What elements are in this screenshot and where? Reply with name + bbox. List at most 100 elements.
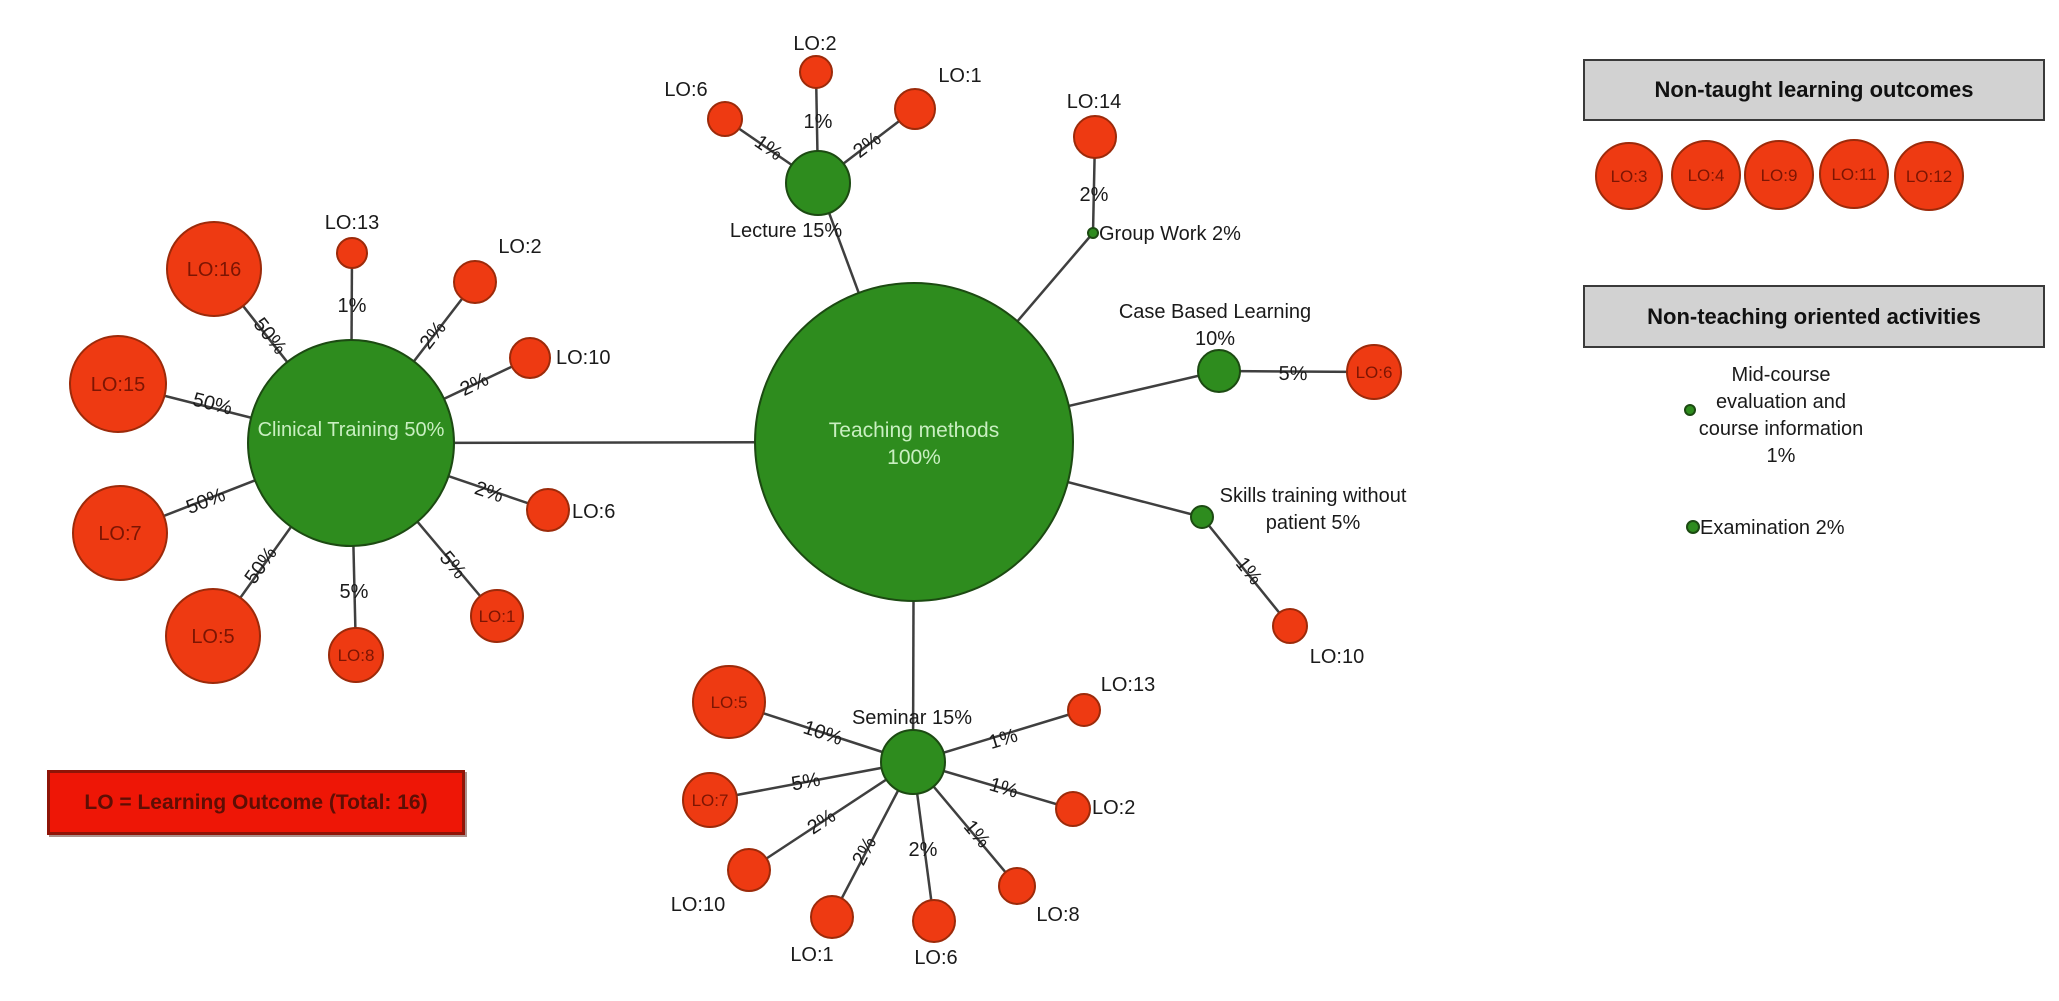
edge-seminar-sem-lo7 — [709, 760, 914, 802]
edge-label-clinical-ct-lo15: 50% — [190, 389, 234, 420]
edge-label-lecture-lec-lo1: 2% — [849, 128, 885, 163]
node-cbl — [1197, 349, 1241, 393]
lo-key-label: LO = Learning Outcome (Total: 16) — [84, 790, 428, 814]
node-sem-lo10 — [727, 848, 771, 892]
node-label-sem-lo5: LO:5 — [711, 693, 748, 712]
node-sem-lo7 — [682, 772, 738, 828]
node-ct-lo2 — [453, 260, 497, 304]
node-label-lec-lo6: LO:6 — [664, 79, 707, 101]
node-label-sem-lo2: LO:2 — [1092, 797, 1135, 819]
node-label-midcourse-line3: course information — [1699, 418, 1864, 440]
node-label-ct-lo7: LO:7 — [98, 523, 141, 545]
node-label-sem-lo1: LO:1 — [790, 944, 833, 966]
edge-label-lecture-lec-lo2: 1% — [804, 111, 833, 133]
node-label-lg-lo12: LO:12 — [1906, 167, 1952, 186]
node-midcourse — [1684, 404, 1696, 416]
lo-key-box: LO = Learning Outcome (Total: 16) — [47, 770, 465, 835]
node-label-gw-lo14: LO:14 — [1067, 91, 1121, 113]
node-ct-lo8 — [328, 627, 384, 683]
node-sem-lo2 — [1055, 791, 1091, 827]
node-lec-lo6 — [707, 101, 743, 137]
node-label-lec-lo1: LO:1 — [938, 65, 981, 87]
node-label-cbl-line1: Case Based Learning — [1119, 301, 1311, 323]
node-label-lec-lo2: LO:2 — [793, 33, 836, 55]
node-label-lecture: Lecture 15% — [730, 220, 843, 242]
node-label-teaching-line1: Teaching methods — [829, 419, 999, 442]
node-sem-lo5 — [692, 665, 766, 739]
node-clinical — [247, 339, 455, 547]
edge-label-clinical-ct-lo6: 2% — [472, 477, 507, 507]
node-groupwork — [1087, 227, 1099, 239]
node-label-midcourse-line4: 1% — [1767, 445, 1796, 467]
edge-label-seminar-sem-lo2: 1% — [987, 774, 1021, 803]
node-ct-lo1 — [470, 589, 524, 643]
edge-label-seminar-sem-lo6: 2% — [909, 839, 938, 861]
edge-skills-sk-lo10 — [1201, 516, 1291, 627]
node-lecture — [785, 150, 851, 216]
node-lg-lo12 — [1894, 141, 1964, 211]
node-exam — [1686, 520, 1700, 534]
node-label-sem-lo13: LO:13 — [1101, 674, 1155, 696]
edge-label-cbl-cbl-lo6: 5% — [1279, 363, 1308, 385]
node-label-ct-lo6: LO:6 — [572, 501, 615, 523]
node-lg-lo3 — [1595, 142, 1663, 210]
node-label-clinical: Clinical Training 50% — [258, 419, 445, 441]
node-label-exam: Examination 2% — [1700, 517, 1845, 539]
node-label-ct-lo13: LO:13 — [325, 212, 379, 234]
node-ct-lo5 — [165, 588, 261, 684]
node-label-ct-lo2: LO:2 — [498, 236, 541, 258]
node-label-lg-lo3: LO:3 — [1611, 167, 1648, 186]
edge-label-seminar-sem-lo1: 2% — [848, 833, 881, 869]
node-skills — [1190, 505, 1214, 529]
node-lec-lo1 — [894, 88, 936, 130]
node-ct-lo15 — [69, 335, 167, 433]
node-label-sem-lo7: LO:7 — [692, 791, 729, 810]
node-ct-lo16 — [166, 221, 262, 317]
node-ct-lo13 — [336, 237, 368, 269]
node-label-ct-lo15: LO:15 — [91, 374, 145, 396]
node-label-lg-lo9: LO:9 — [1761, 166, 1798, 185]
edge-label-seminar-sem-lo7: 5% — [790, 769, 823, 796]
edge-label-clinical-ct-lo10: 2% — [457, 368, 493, 400]
edge-label-clinical-ct-lo13: 1% — [338, 295, 367, 317]
node-label-lg-lo4: LO:4 — [1688, 166, 1725, 185]
node-label-sem-lo10: LO:10 — [671, 894, 725, 916]
node-label-sem-lo8: LO:8 — [1036, 904, 1079, 926]
node-sk-lo10 — [1272, 608, 1308, 644]
node-label-cbl-line2: 10% — [1195, 328, 1235, 350]
edge-label-groupwork-gw-lo14: 2% — [1080, 184, 1109, 206]
edge-label-clinical-ct-lo8: 5% — [340, 581, 369, 603]
node-gw-lo14 — [1073, 115, 1117, 159]
node-label-sem-lo6: LO:6 — [914, 947, 957, 969]
node-ct-lo7 — [72, 485, 168, 581]
node-label-ct-lo16: LO:16 — [187, 259, 241, 281]
node-lg-lo4 — [1671, 140, 1741, 210]
node-teaching — [754, 282, 1074, 602]
node-label-midcourse-line2: evaluation and — [1716, 391, 1846, 413]
edge-label-lecture-lec-lo6: 1% — [750, 131, 786, 166]
legend-non-taught-box: Non-taught learning outcomes — [1583, 59, 2045, 121]
node-ct-lo6 — [526, 488, 570, 532]
legend-non-teaching-box: Non-teaching oriented activities — [1583, 285, 2045, 348]
node-label-lg-lo11: LO:11 — [1831, 165, 1876, 184]
node-lg-lo11 — [1819, 139, 1889, 209]
node-label-ct-lo1: LO:1 — [479, 607, 516, 626]
node-label-ct-lo5: LO:5 — [191, 626, 234, 648]
node-label-teaching-line2: 100% — [887, 446, 941, 469]
node-seminar — [880, 729, 946, 795]
edge-label-seminar-sem-lo10: 2% — [804, 805, 840, 839]
node-lec-lo2 — [799, 55, 833, 89]
node-label-seminar: Seminar 15% — [852, 707, 972, 729]
node-sem-lo8 — [998, 867, 1036, 905]
node-sem-lo1 — [810, 895, 854, 939]
edge-label-clinical-ct-lo7: 50% — [183, 484, 228, 519]
node-cbl-lo6 — [1346, 344, 1402, 400]
node-label-groupwork: Group Work 2% — [1099, 223, 1241, 245]
edge-label-seminar-sem-lo13: 1% — [986, 724, 1020, 754]
node-sem-lo6 — [912, 899, 956, 943]
node-sem-lo13 — [1067, 693, 1101, 727]
legend-non-taught-title: Non-taught learning outcomes — [1654, 77, 1974, 102]
node-label-ct-lo8: LO:8 — [338, 646, 375, 665]
